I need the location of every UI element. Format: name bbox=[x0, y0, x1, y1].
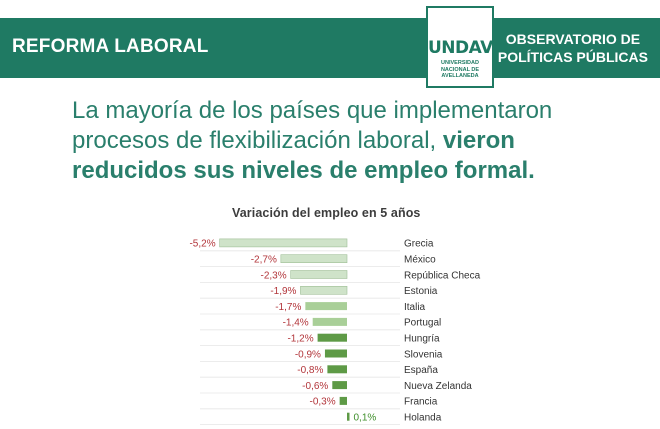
bar-holanda bbox=[347, 412, 350, 421]
value-label: -0,6% bbox=[302, 381, 328, 392]
category-label: México bbox=[404, 255, 436, 266]
logo-line-3: AVELLANEDA bbox=[441, 73, 479, 79]
chart-title: Variación del empleo en 5 años bbox=[232, 206, 421, 220]
value-label: -1,7% bbox=[275, 302, 301, 313]
value-label: -1,2% bbox=[287, 334, 313, 345]
logo-line-2: NACIONAL DE bbox=[440, 66, 480, 73]
header-title: REFORMA LABORAL bbox=[12, 36, 209, 57]
employment-variation-chart: -5,2% Grecia -2,7% México -2,3% República Che… bbox=[189, 238, 481, 426]
category-label: Grecia bbox=[404, 239, 434, 250]
value-label: -5,2% bbox=[189, 239, 215, 250]
header-org: OBSERVATORIO DE POLÍTICAS PÚBLICAS bbox=[498, 30, 648, 66]
value-label: 0,1% bbox=[354, 413, 377, 424]
value-label: -2,7% bbox=[251, 255, 277, 266]
category-label: España bbox=[404, 365, 438, 376]
header-org-line2: POLÍTICAS PÚBLICAS bbox=[497, 49, 648, 65]
logo-mark: UNDAV bbox=[428, 38, 493, 58]
value-label: -0,3% bbox=[310, 397, 336, 408]
university-logo: UNDAV UNIVERSIDAD NACIONAL DE AVELLANEDA bbox=[426, 6, 494, 88]
bar-hungría bbox=[317, 333, 347, 342]
bar-slovenia bbox=[324, 349, 347, 358]
value-label: -0,9% bbox=[295, 349, 321, 360]
category-label: Hungría bbox=[404, 334, 440, 345]
headline-normal: La mayoría de los países que implementar… bbox=[72, 97, 553, 154]
category-label: Portugal bbox=[404, 318, 441, 329]
bar-estonia bbox=[300, 285, 348, 295]
bar-portugal bbox=[312, 317, 347, 326]
bar-italia bbox=[305, 302, 347, 311]
bar-méxico bbox=[280, 254, 348, 264]
value-label: -1,9% bbox=[270, 286, 296, 297]
bar-españa bbox=[327, 365, 347, 374]
headline-bold: vieron reducidos sus niveles de empleo f… bbox=[72, 127, 535, 184]
category-label: Holanda bbox=[404, 413, 442, 424]
headline: La mayoría de los países que implementar… bbox=[72, 96, 632, 186]
bar-francia bbox=[339, 396, 347, 405]
value-label: -0,8% bbox=[297, 365, 323, 376]
logo-line-1: UNIVERSIDAD bbox=[441, 60, 479, 66]
bar-grecia bbox=[219, 238, 348, 248]
category-label: Estonia bbox=[404, 286, 438, 297]
category-label: Francia bbox=[404, 397, 438, 408]
value-label: -2,3% bbox=[261, 270, 287, 281]
category-label: Nueva Zelanda bbox=[404, 381, 472, 392]
category-label: Slovenia bbox=[404, 349, 443, 360]
value-label: -1,4% bbox=[283, 318, 309, 329]
bar-nueva-zelanda bbox=[332, 381, 347, 390]
category-label: República Checa bbox=[404, 270, 481, 281]
header-org-line1: OBSERVATORIO DE bbox=[505, 31, 641, 47]
category-label: Italia bbox=[404, 302, 426, 313]
bar-república-checa bbox=[290, 270, 348, 279]
header-bar: REFORMA LABORAL OBSERVATORIO DE POLÍTICA… bbox=[0, 18, 660, 78]
logo-text: UNIVERSIDAD NACIONAL DE AVELLANEDA bbox=[428, 60, 492, 80]
